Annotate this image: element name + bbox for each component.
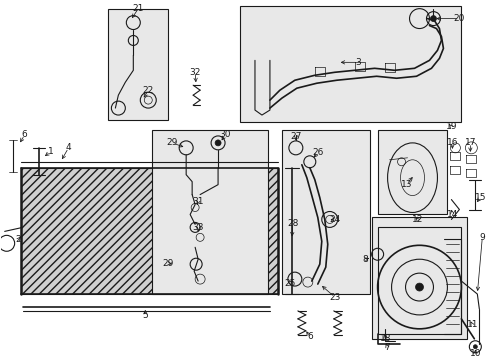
Bar <box>377 130 447 215</box>
Text: 7: 7 <box>384 343 390 352</box>
Bar <box>281 130 369 294</box>
Bar <box>108 9 168 120</box>
Text: 20: 20 <box>453 14 464 23</box>
Text: 30: 30 <box>219 130 230 139</box>
Ellipse shape <box>415 283 423 291</box>
Text: 26: 26 <box>311 148 323 157</box>
Text: 14: 14 <box>446 210 457 219</box>
Text: 15: 15 <box>474 193 485 202</box>
Ellipse shape <box>472 345 476 349</box>
Text: 5: 5 <box>142 311 148 320</box>
Text: 2: 2 <box>16 235 21 244</box>
Text: 4: 4 <box>65 143 71 152</box>
Text: 11: 11 <box>466 320 477 329</box>
Text: 22: 22 <box>142 86 154 95</box>
Text: 3: 3 <box>354 58 360 67</box>
Text: 8: 8 <box>362 255 368 264</box>
Text: 32: 32 <box>189 68 201 77</box>
Ellipse shape <box>215 140 221 146</box>
Bar <box>377 228 461 334</box>
Text: 1: 1 <box>47 147 53 156</box>
Text: 29: 29 <box>166 138 178 147</box>
Ellipse shape <box>429 15 436 22</box>
Text: 24: 24 <box>328 215 340 224</box>
Text: 29: 29 <box>162 259 174 268</box>
Text: 28: 28 <box>286 219 298 228</box>
Text: 21: 21 <box>132 4 143 13</box>
Bar <box>371 217 467 339</box>
Text: 10: 10 <box>468 349 480 358</box>
Text: 31: 31 <box>192 197 203 206</box>
Text: 17: 17 <box>464 138 475 147</box>
Text: 13: 13 <box>400 180 411 189</box>
Text: 23: 23 <box>328 293 340 302</box>
Text: 33: 33 <box>192 223 203 232</box>
Text: 18: 18 <box>379 334 390 343</box>
Text: 25: 25 <box>284 279 295 288</box>
Text: 6: 6 <box>21 130 27 139</box>
Text: 16: 16 <box>446 138 457 147</box>
Bar <box>152 130 267 294</box>
Bar <box>240 6 461 122</box>
Text: 6: 6 <box>306 332 312 341</box>
Bar <box>20 168 277 294</box>
Text: 12: 12 <box>411 215 422 224</box>
Text: 19: 19 <box>445 122 456 131</box>
Text: 27: 27 <box>289 132 301 141</box>
Text: 9: 9 <box>478 233 484 242</box>
